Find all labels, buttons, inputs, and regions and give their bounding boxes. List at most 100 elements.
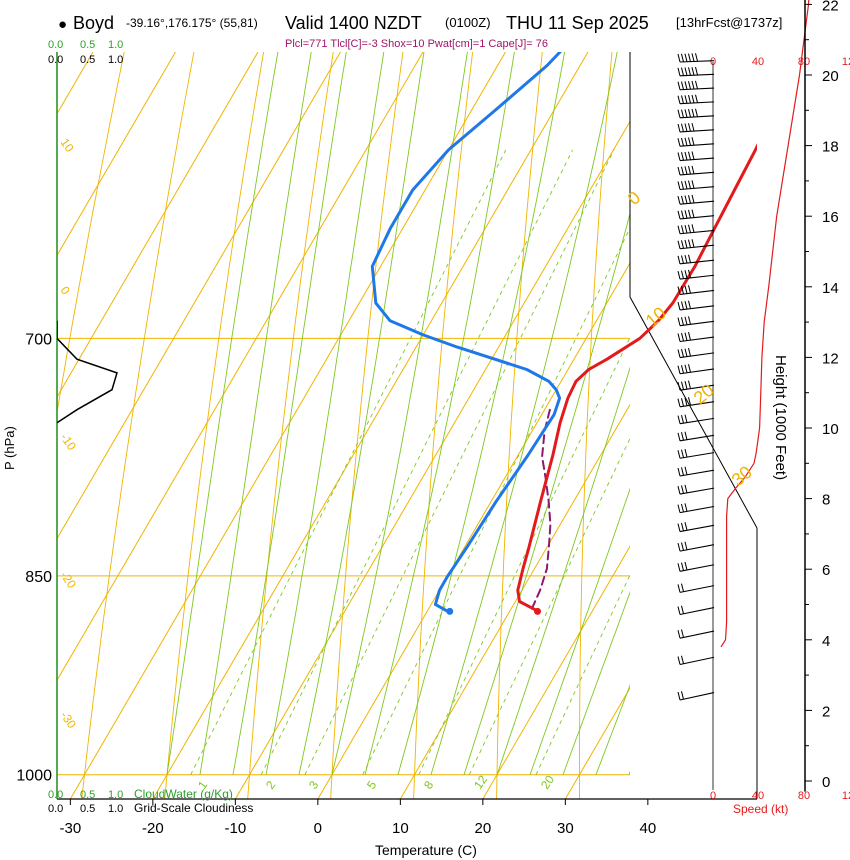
wind-barb-staff	[679, 524, 715, 533]
wind-barb-feather	[688, 81, 691, 90]
wind-barb	[677, 629, 715, 639]
wind-barb-staff	[679, 186, 715, 191]
wind-barb	[677, 108, 715, 119]
wind-barb-feather	[681, 123, 684, 132]
isotherm-label: -30	[58, 709, 80, 732]
wind-barb-feather	[681, 285, 684, 295]
mixing-ratio-line	[304, 149, 615, 775]
wind-barb-feather	[688, 180, 691, 189]
wind-barb-feather	[684, 210, 688, 219]
wind-barb-feather	[684, 448, 688, 458]
forecast-info: [13hrFcst@1737z]	[676, 15, 782, 30]
wind-barb-staff	[679, 320, 715, 327]
height-tick-label: 4	[822, 633, 830, 650]
wind-barb-feather	[684, 123, 688, 132]
wind-barb-feather	[681, 449, 684, 458]
moist-adiabat	[364, 52, 515, 775]
height-tick-label: 6	[822, 562, 830, 579]
wind-barb-feather	[688, 53, 691, 62]
isotherm-line	[564, 687, 630, 799]
wind-barb-feather	[681, 152, 684, 161]
cloudiness-tick-top: 1.0	[108, 54, 123, 66]
wind-barb-feather	[677, 123, 681, 133]
sounding-profiles	[57, 52, 757, 615]
wind-barb-feather	[691, 67, 695, 76]
wind-barb-feather	[684, 414, 688, 423]
mixing-ratio-line	[418, 336, 630, 775]
cloudwater-tick-bottom: 0.5	[80, 789, 95, 801]
cloudwater-tick-bottom: 0.0	[48, 789, 63, 801]
wind-barb-feather	[681, 109, 684, 118]
skewt-background-lines: 1 2 3 5 8 12 20	[57, 52, 630, 799]
wind-barb-feather	[684, 137, 688, 146]
wind-barb-staff	[679, 336, 715, 343]
isotherm-line	[57, 52, 424, 682]
wind-barb-feather	[684, 95, 688, 104]
wind-barb-feather	[688, 332, 691, 341]
wind-barb	[677, 503, 715, 514]
wind-barb-staff	[679, 352, 715, 359]
cloudwater-label: CloudWater (g/Kg)	[134, 787, 233, 801]
wind-barb	[677, 80, 715, 91]
wind-barb-feather	[684, 541, 688, 550]
mixing-ratio-label: 20	[538, 772, 557, 791]
wind-barb-feather	[688, 397, 691, 406]
wind-barb-feather	[684, 151, 688, 161]
cloudwater-tick-top: 0.5	[80, 39, 95, 51]
mixing-ratio-label: 3	[306, 778, 321, 792]
speed-tick-top: 40	[752, 56, 764, 68]
moist-adiabat	[562, 591, 630, 775]
wind-barb-feather	[684, 301, 688, 310]
wind-barb-feather	[695, 66, 698, 76]
mixing-ratio-label: 12	[471, 772, 490, 791]
wind-barb-feather	[684, 561, 688, 571]
wind-barb-staff	[679, 215, 715, 220]
wind-barb	[677, 53, 715, 63]
moist-adiabat	[166, 52, 279, 775]
wind-barb-feather	[688, 67, 691, 76]
x-axis-label: Temperature (C)	[375, 842, 477, 858]
wind-barb-feather	[684, 254, 688, 264]
wind-barb-staff	[679, 368, 715, 375]
wind-barb-feather	[681, 240, 684, 249]
wind-barb-staff	[679, 487, 715, 495]
dry-adiabat	[164, 52, 265, 799]
wind-barb-feather	[688, 269, 691, 279]
wind-barb-staff	[679, 544, 715, 552]
wind-barb	[677, 254, 715, 265]
wind-barb-feather	[688, 195, 691, 204]
speed-tick-top: 12	[842, 56, 850, 68]
temperature-tick-label: 40	[640, 820, 657, 837]
wind-barb-feather	[684, 522, 688, 531]
wind-barb-feather	[681, 137, 684, 147]
wind-barb-staff	[679, 692, 715, 701]
wind-barb	[677, 269, 715, 280]
wind-barb	[677, 224, 715, 235]
isotherm-label: 10	[58, 136, 77, 155]
wind-barb-feather	[684, 503, 688, 512]
wind-barb-feather	[677, 152, 681, 161]
wind-barb	[677, 165, 715, 176]
wind-barb-feather	[681, 485, 684, 494]
wind-barb-staff	[679, 229, 715, 235]
wind-barb	[677, 605, 715, 616]
wind-barb-feather	[691, 209, 695, 218]
wind-barb-feather	[677, 382, 681, 391]
mixing-ratio-label: 5	[364, 778, 379, 792]
wind-barb-feather	[681, 365, 684, 374]
height-tick-label: 18	[822, 139, 839, 156]
temperature-tick-label: 0	[314, 820, 322, 837]
speed-tick-bottom: 40	[752, 790, 764, 802]
dry-adiabat	[247, 52, 334, 799]
wind-barb-feather	[681, 270, 684, 279]
isotherm-line	[57, 52, 259, 399]
wind-barb	[677, 522, 715, 533]
wind-barb-feather	[677, 415, 681, 424]
wind-barb-feather	[677, 365, 681, 374]
isotherm-label: -20	[58, 569, 80, 592]
wind-barb-feather	[684, 270, 688, 279]
wind-barb-feather	[681, 317, 684, 326]
wind-barb	[677, 316, 715, 327]
moist-adiabat	[463, 211, 630, 775]
